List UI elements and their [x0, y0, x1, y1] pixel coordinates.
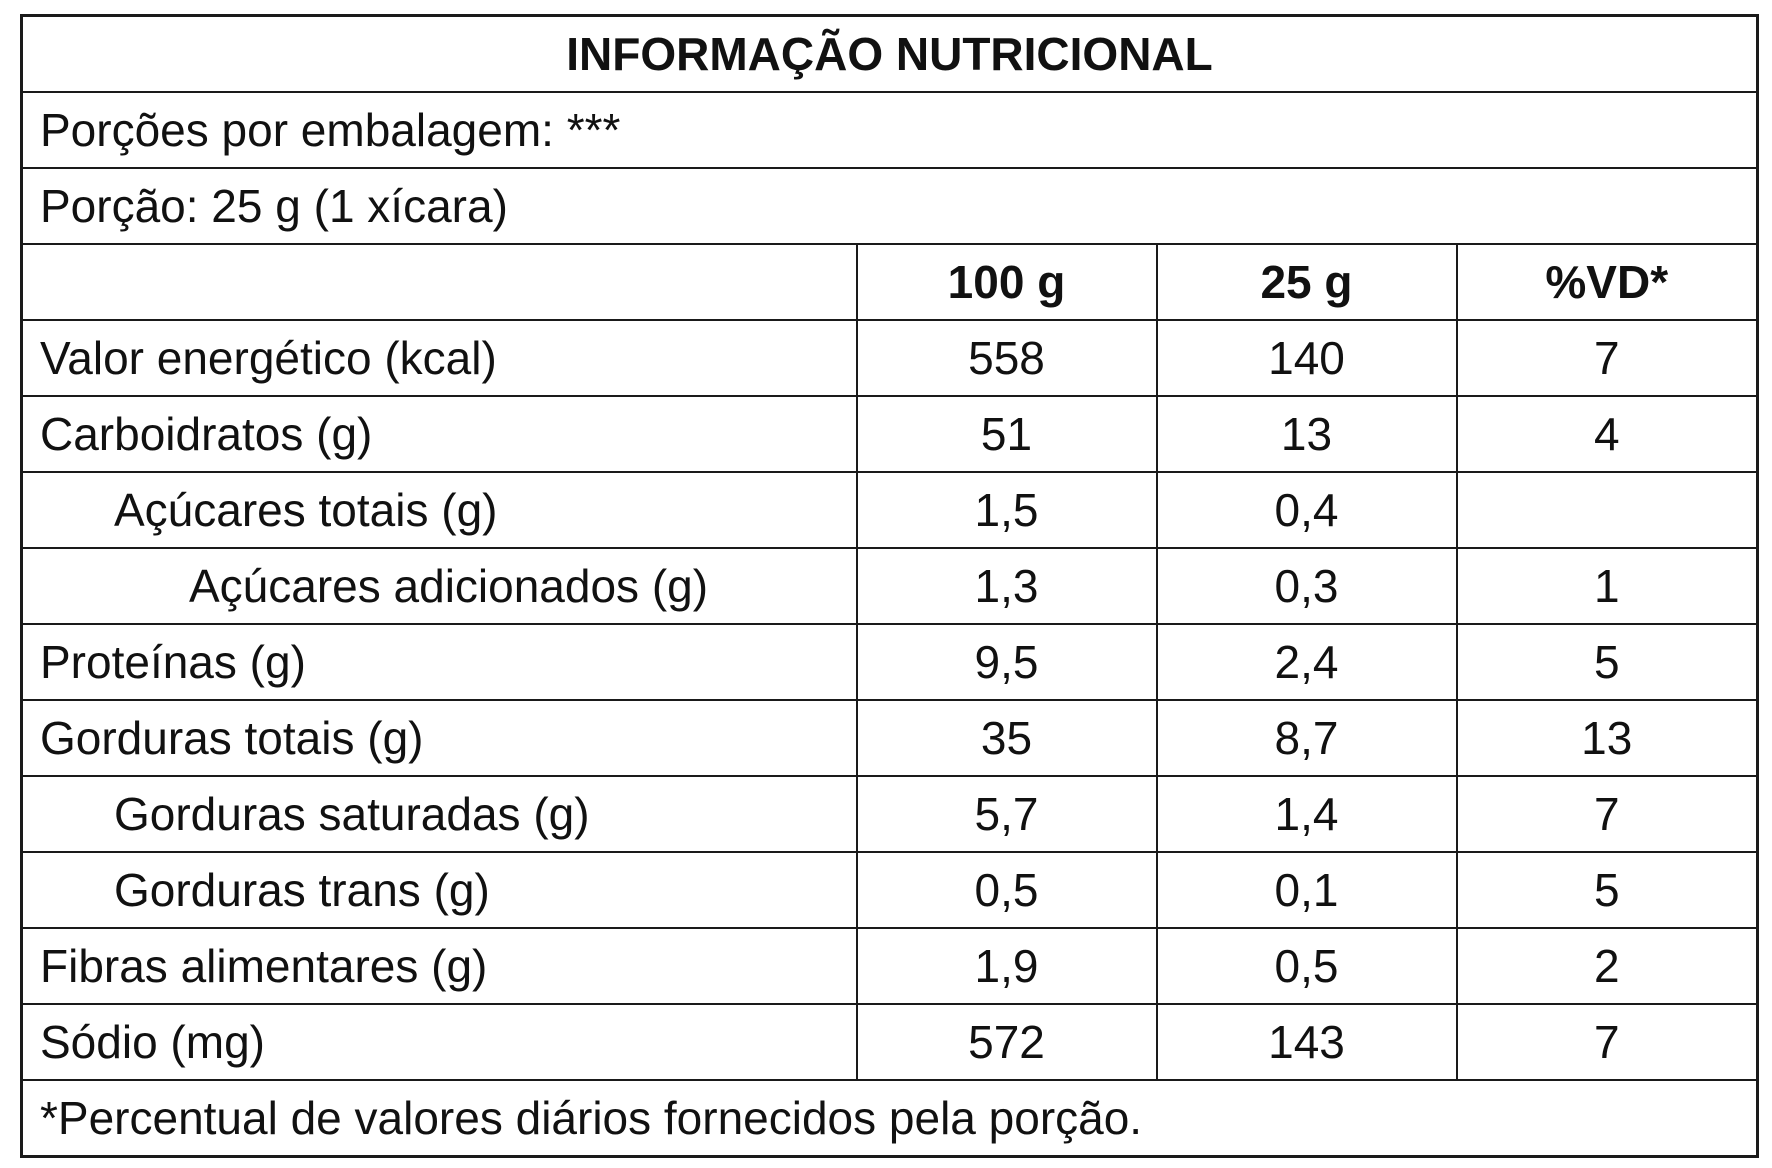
value-per-100g: 1,3 — [855, 547, 1158, 625]
value-daily-percent: 7 — [1455, 1003, 1759, 1081]
header-name — [20, 243, 858, 321]
servings-row: Porções por embalagem: *** — [20, 91, 1759, 169]
value-daily-percent: 2 — [1455, 927, 1759, 1005]
value-per-serving: 2,4 — [1155, 623, 1458, 701]
nutrient-name: Gorduras saturadas (g) — [20, 775, 858, 853]
value-per-100g: 558 — [855, 319, 1158, 397]
serving-size-row: Porção: 25 g (1 xícara) — [20, 167, 1759, 245]
value-per-100g: 0,5 — [855, 851, 1158, 929]
nutrition-table: INFORMAÇÃO NUTRICIONAL Porções por embal… — [20, 14, 1759, 1158]
value-daily-percent: 7 — [1455, 775, 1759, 853]
table-title: INFORMAÇÃO NUTRICIONAL — [20, 14, 1759, 93]
value-daily-percent: 5 — [1455, 851, 1759, 929]
value-per-100g: 5,7 — [855, 775, 1158, 853]
header-per-100g: 100 g — [855, 243, 1158, 321]
table-row: Gorduras saturadas (g) 5,7 1,4 7 — [20, 775, 1759, 853]
table-row: Açúcares adicionados (g) 1,3 0,3 1 — [20, 547, 1759, 625]
nutrition-facts-label: INFORMAÇÃO NUTRICIONAL Porções por embal… — [20, 14, 1759, 1158]
table-row: Fibras alimentares (g) 1,9 0,5 2 — [20, 927, 1759, 1005]
value-daily-percent: 4 — [1455, 395, 1759, 473]
value-daily-percent — [1455, 471, 1759, 549]
value-per-serving: 0,3 — [1155, 547, 1458, 625]
value-daily-percent: 7 — [1455, 319, 1759, 397]
header-row: 100 g 25 g %VD* — [20, 243, 1759, 321]
header-daily-value: %VD* — [1455, 243, 1759, 321]
value-per-serving: 0,4 — [1155, 471, 1458, 549]
value-daily-percent: 13 — [1455, 699, 1759, 777]
table-row: Açúcares totais (g) 1,5 0,4 — [20, 471, 1759, 549]
nutrient-name: Proteínas (g) — [20, 623, 858, 701]
header-per-serving: 25 g — [1155, 243, 1458, 321]
nutrient-name: Gorduras trans (g) — [20, 851, 858, 929]
table-row: Valor energético (kcal) 558 140 7 — [20, 319, 1759, 397]
value-per-serving: 0,1 — [1155, 851, 1458, 929]
value-daily-percent: 5 — [1455, 623, 1759, 701]
value-per-100g: 35 — [855, 699, 1158, 777]
nutrient-name: Valor energético (kcal) — [20, 319, 858, 397]
nutrient-name: Açúcares totais (g) — [20, 471, 858, 549]
nutrient-name: Açúcares adicionados (g) — [20, 547, 858, 625]
value-per-100g: 1,5 — [855, 471, 1158, 549]
value-daily-percent: 1 — [1455, 547, 1759, 625]
footnote-row: *Percentual de valores diários fornecido… — [20, 1079, 1759, 1158]
value-per-100g: 572 — [855, 1003, 1158, 1081]
nutrient-name: Sódio (mg) — [20, 1003, 858, 1081]
nutrient-name: Fibras alimentares (g) — [20, 927, 858, 1005]
table-row: Gorduras totais (g) 35 8,7 13 — [20, 699, 1759, 777]
value-per-serving: 0,5 — [1155, 927, 1458, 1005]
footnote: *Percentual de valores diários fornecido… — [20, 1079, 1759, 1158]
table-row: Gorduras trans (g) 0,5 0,1 5 — [20, 851, 1759, 929]
table-row: Carboidratos (g) 51 13 4 — [20, 395, 1759, 473]
serving-size: Porção: 25 g (1 xícara) — [20, 167, 1759, 245]
title-row: INFORMAÇÃO NUTRICIONAL — [20, 14, 1759, 93]
value-per-100g: 1,9 — [855, 927, 1158, 1005]
table-row: Proteínas (g) 9,5 2,4 5 — [20, 623, 1759, 701]
servings-per-package: Porções por embalagem: *** — [20, 91, 1759, 169]
value-per-serving: 140 — [1155, 319, 1458, 397]
nutrient-name: Gorduras totais (g) — [20, 699, 858, 777]
value-per-serving: 13 — [1155, 395, 1458, 473]
value-per-serving: 1,4 — [1155, 775, 1458, 853]
table-row: Sódio (mg) 572 143 7 — [20, 1003, 1759, 1081]
nutrient-name: Carboidratos (g) — [20, 395, 858, 473]
value-per-serving: 143 — [1155, 1003, 1458, 1081]
value-per-serving: 8,7 — [1155, 699, 1458, 777]
value-per-100g: 9,5 — [855, 623, 1158, 701]
value-per-100g: 51 — [855, 395, 1158, 473]
